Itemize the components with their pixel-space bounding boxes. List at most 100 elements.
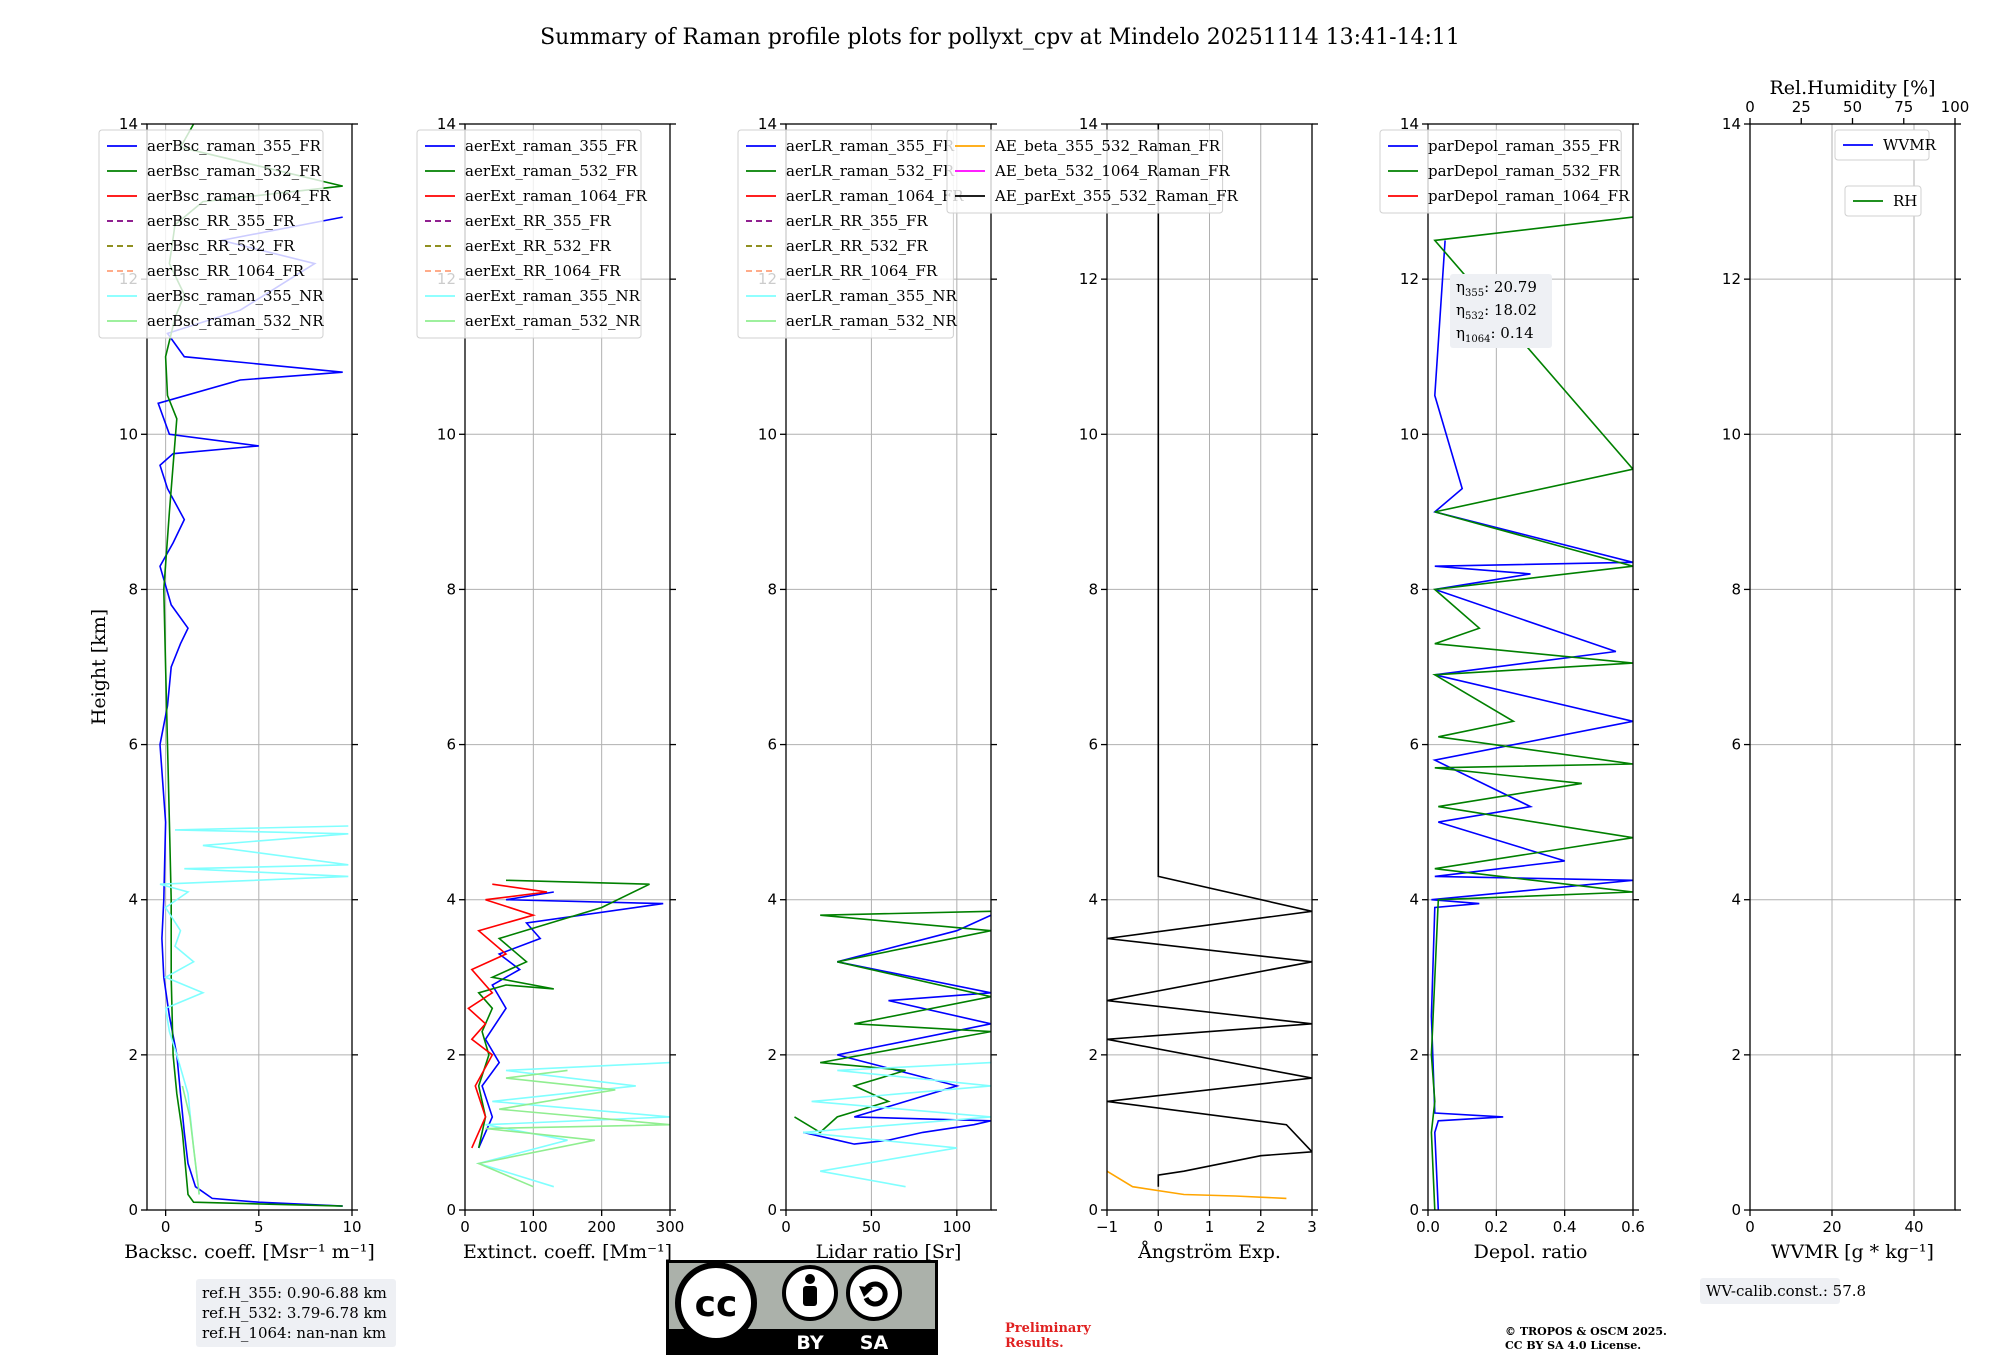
y-tick-label: 8 [1088, 580, 1098, 598]
y-tick-label: 0 [1731, 1201, 1741, 1219]
legend-label-aerlr-raman-532-fr: aerLR_raman_532_FR [786, 162, 955, 180]
x-tick-label: 20 [1822, 1218, 1841, 1236]
legend: WVMR RH [1834, 129, 1937, 217]
y-tick-label: 2 [767, 1046, 777, 1064]
x-tick-label: 300 [656, 1218, 685, 1236]
legend-label-aerlr-raman-532-nr: aerLR_raman_532_NR [786, 312, 957, 330]
sa-label: SA [860, 1332, 889, 1354]
x-axis-label: Ångström Exp. [1137, 1241, 1281, 1263]
panel-backscatter: 024681012140510Backsc. coeff. [Msr⁻¹ m⁻¹… [88, 115, 375, 1263]
legend-label-aerext-raman-1064-fr: aerExt_raman_1064_FR [465, 187, 647, 205]
y-tick-label: 6 [446, 736, 456, 754]
legend-label-aerext-raman-532-fr: aerExt_raman_532_FR [465, 162, 638, 180]
x-tick-label: 3 [1307, 1218, 1317, 1236]
legend-box [946, 129, 1224, 214]
panel-depolarization: 0 2 4 6 8 10 12 14 0.0 0.2 0.4 0.6 Depol. ratio parDe… [1379, 115, 1645, 1263]
x2-tick-label: 25 [1792, 98, 1811, 116]
x-tick-label: 100 [943, 1218, 972, 1236]
y-tick-label: 10 [758, 425, 777, 443]
series-aerlr-raman-532-fr [794, 910, 991, 1134]
eta-1064: η1064: 0.14 [1456, 324, 1534, 345]
legend-label-aerlr-raman-355-nr: aerLR_raman_355_NR [786, 287, 957, 305]
legend-label-aerbsc-raman-355-fr: aerBsc_raman_355_FR [147, 137, 322, 155]
y-tick-label: 0 [446, 1201, 456, 1219]
panels: 024681012140510Backsc. coeff. [Msr⁻¹ m⁻¹… [88, 77, 1969, 1263]
y-tick-label: 10 [119, 425, 138, 443]
legend-label-aerbsc-raman-532-nr: aerBsc_raman_532_NR [147, 312, 324, 330]
x2-tick-label: 100 [1941, 98, 1970, 116]
y-tick-label: 8 [128, 580, 138, 598]
panel-lidar-ratio: 02468101214050100Lidar ratio [Sr]aerLR_r… [737, 115, 997, 1263]
series-aerlr-raman-355-fr [802, 914, 991, 1145]
sa-icon-arrowhead [859, 1286, 873, 1297]
x2-tick-label: 50 [1843, 98, 1862, 116]
legend-label-rh: RH [1893, 192, 1917, 210]
axes-frame [464, 123, 671, 1211]
ref-height-355: ref.H_355: 0.90-6.88 km [202, 1284, 387, 1302]
legend-label-aerlr-rr-532-fr: aerLR_RR_532_FR [786, 237, 928, 255]
sa-icon-arrow [863, 1281, 888, 1307]
legend-label-ae-parext-355-532-raman-fr: AE_parExt_355_532_Raman_FR [994, 187, 1239, 205]
series-aerext-raman-355-fr [477, 891, 664, 1149]
x-tick-label: 0 [161, 1218, 171, 1236]
y-tick-label: 4 [446, 891, 456, 909]
legend: aerLR_raman_355_FR aerLR_raman_532_FR aerL… [737, 129, 964, 339]
legend-label-aerlr-rr-355-fr: aerLR_RR_355_FR [786, 212, 928, 230]
preliminary-line1: Preliminary [1005, 1321, 1091, 1336]
y-tick-label: 8 [1409, 580, 1419, 598]
y-tick-label: 14 [1079, 115, 1098, 133]
x-tick-label: 100 [519, 1218, 548, 1236]
x-tick-label: 0.0 [1416, 1218, 1440, 1236]
sa-icon [846, 1265, 902, 1321]
axes-frame [785, 123, 992, 1211]
x-tick-label: 0 [1153, 1218, 1163, 1236]
y-tick-label: 4 [1731, 891, 1741, 909]
y-tick-label: 2 [1731, 1046, 1741, 1064]
x2-axis-label: Rel.Humidity [%] [1769, 77, 1935, 99]
legend-label-aerext-rr-355-fr: aerExt_RR_355_FR [465, 212, 612, 230]
y-tick-label: 6 [1731, 736, 1741, 754]
series-aerext-raman-532-fr [477, 879, 650, 1149]
legend-label-aerext-raman-532-nr: aerExt_raman_532_NR [465, 312, 641, 330]
legend-label-ae-beta-532-1064-raman-fr: AE_beta_532_1064_Raman_FR [994, 162, 1230, 180]
series-aerext-raman-355-nr [475, 1061, 670, 1188]
x-axis-label: Backsc. coeff. [Msr⁻¹ m⁻¹] [124, 1241, 375, 1263]
y-tick-label: 6 [1088, 736, 1098, 754]
cc-icon [675, 1262, 757, 1344]
ref-height-532: ref.H_532: 3.79-6.78 km [202, 1304, 387, 1322]
series-aerbsc-raman-532-nr [181, 1085, 200, 1195]
x-tick-label: 0.2 [1484, 1218, 1508, 1236]
y-tick-label: 6 [767, 736, 777, 754]
series-pardepol-raman-355-fr [1430, 240, 1633, 1210]
y-tick-label: 10 [437, 425, 456, 443]
figure-title: Summary of Raman profile plots for polly… [540, 25, 1460, 50]
legend: parDepol_raman_355_FR parDepol_raman_532_… [1379, 129, 1630, 214]
y-tick-label: 4 [1088, 891, 1098, 909]
y-tick-label: 14 [1722, 115, 1741, 133]
wv-calib-box-bg [1700, 1278, 1840, 1304]
y-tick-label: 8 [1731, 580, 1741, 598]
axes-frame [146, 123, 353, 1211]
legend: aerBsc_raman_355_FR aerBsc_raman_532_FRae… [98, 129, 331, 339]
y-tick-label: 10 [1079, 425, 1098, 443]
y-tick-label: 4 [1409, 891, 1419, 909]
y-tick-label: 2 [446, 1046, 456, 1064]
legend-label-pardepol-raman-532-fr: parDepol_raman_532_FR [1428, 162, 1621, 180]
y-tick-label: 0 [767, 1201, 777, 1219]
legend-box [98, 129, 324, 339]
y-tick-label: 4 [128, 891, 138, 909]
legend-label-pardepol-raman-355-fr: parDepol_raman_355_FR [1428, 137, 1621, 155]
y-tick-label: 6 [128, 736, 138, 754]
y-tick-label: 12 [1079, 270, 1098, 288]
cc-license-badge: cc BY SA [666, 1260, 938, 1355]
legend-label-aerext-raman-355-nr: aerExt_raman_355_NR [465, 287, 641, 305]
y-axis-label: Height [km] [88, 609, 110, 725]
legend-box [1834, 129, 1930, 161]
y-tick-label: 4 [767, 891, 777, 909]
y-tick-label: 2 [1088, 1046, 1098, 1064]
x-tick-label: 200 [587, 1218, 616, 1236]
series-aerlr-raman-355-nr [803, 1061, 991, 1188]
y-tick-label: 6 [1409, 736, 1419, 754]
by-label: BY [796, 1332, 823, 1354]
y-tick-label: 14 [437, 115, 456, 133]
